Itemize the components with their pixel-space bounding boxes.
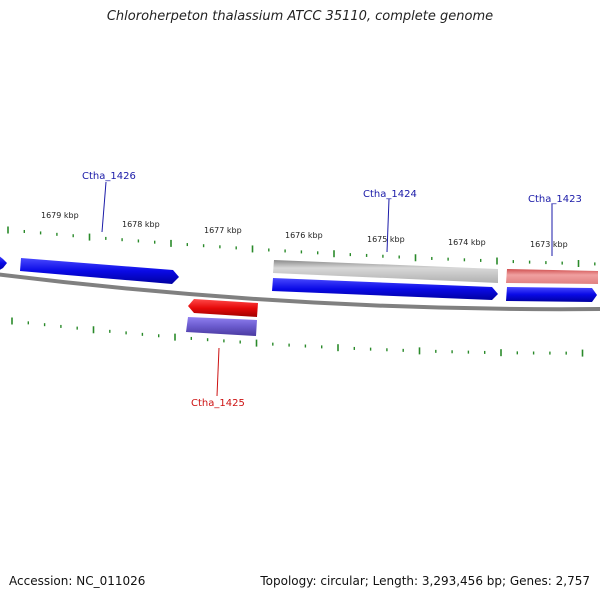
scale-label: 1673 kbp <box>530 240 568 249</box>
inner-scale-ticks <box>11 317 584 357</box>
leader-line-ctha-1425 <box>216 347 220 397</box>
scale-label: 1679 kbp <box>41 211 79 220</box>
accession-text: Accession: NC_011026 <box>9 574 146 588</box>
gene-arrow-ctha-1425[interactable] <box>188 299 258 317</box>
genome-backbone <box>0 272 600 312</box>
scale-label: 1674 kbp <box>448 238 486 247</box>
scale-label: 1675 kbp <box>367 235 405 244</box>
gene-bar-grey[interactable] <box>273 260 498 283</box>
gene-arrow-partial[interactable] <box>0 255 7 271</box>
scale-label: 1676 kbp <box>285 231 323 240</box>
outer-scale-ticks <box>7 226 596 268</box>
gene-label-ctha-1424[interactable]: Ctha_1424 <box>363 189 417 200</box>
leader-line-ctha-1426 <box>101 181 107 233</box>
scale-label: 1678 kbp <box>122 220 160 229</box>
gene-bar-ctha-1423[interactable] <box>506 269 598 284</box>
scale-label: 1677 kbp <box>204 226 242 235</box>
genome-stats-text: Topology: circular; Length: 3,293,456 bp… <box>260 574 590 588</box>
gene-features <box>0 255 598 336</box>
gene-label-ctha-1426[interactable]: Ctha_1426 <box>82 171 136 182</box>
gene-arrow-ctha-1423[interactable] <box>506 287 597 302</box>
leader-line-ctha-1424 <box>386 198 390 253</box>
gene-arrow-ctha-1426[interactable] <box>20 258 179 284</box>
map-title: Chloroherpeton thalassium ATCC 35110, co… <box>106 9 494 24</box>
gene-bar-ctha-1425-inner[interactable] <box>186 317 257 336</box>
gene-arrow-ctha-1424[interactable] <box>272 278 498 300</box>
gene-label-ctha-1423[interactable]: Ctha_1423 <box>528 194 582 205</box>
gene-label-ctha-1425[interactable]: Ctha_1425 <box>191 398 245 409</box>
